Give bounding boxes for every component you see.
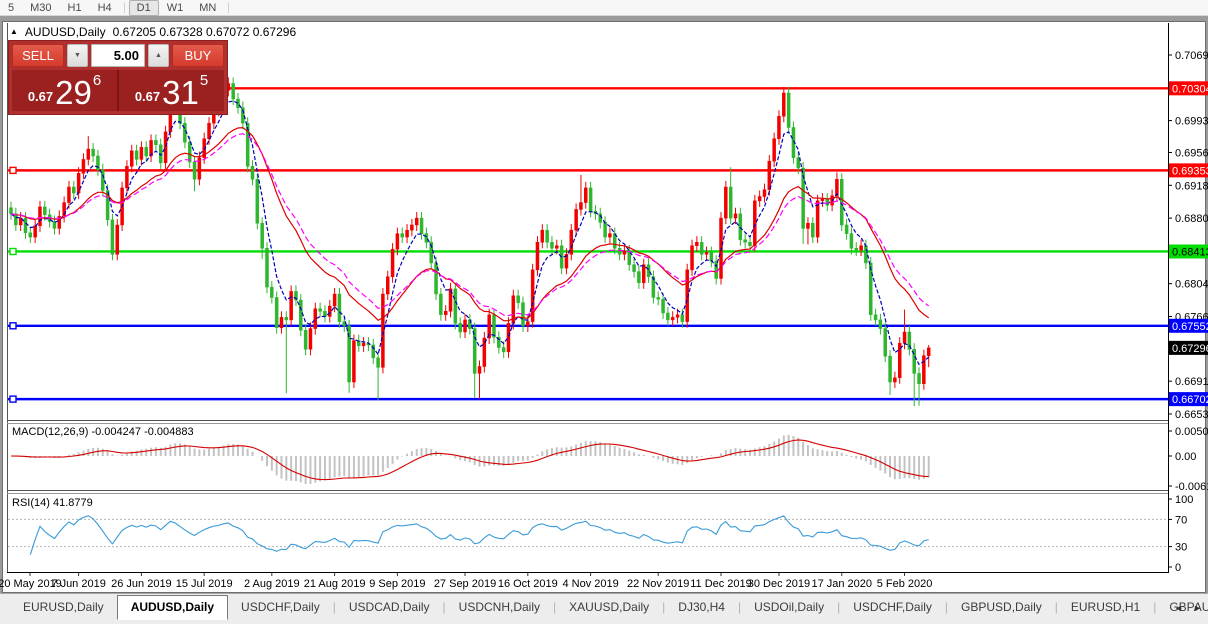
sell-price-prefix: 0.67 <box>27 89 54 104</box>
volume-input[interactable] <box>91 44 145 67</box>
tab-separator: | <box>944 600 949 614</box>
buy-price-prefix: 0.67 <box>134 89 161 104</box>
timeframe-button-5[interactable]: 5 <box>8 1 15 14</box>
sell-button[interactable]: SELL <box>12 44 64 67</box>
tab-separator: | <box>737 600 742 614</box>
tab-separator: | <box>662 600 666 614</box>
buy-button[interactable]: BUY <box>172 44 224 67</box>
chart-tab-usdcnh-daily[interactable]: USDCNH,Daily <box>458 600 541 614</box>
tab-scroll-left-icon[interactable]: ◄ <box>1174 603 1184 613</box>
timeframe-button-h4[interactable]: H4 <box>97 1 112 14</box>
chart-tab-gbpaud-h1[interactable]: GBPAUD,H1 <box>1169 600 1208 614</box>
chart-tab-eurusd-daily[interactable]: EURUSD,Daily <box>23 600 104 614</box>
tab-separator: | <box>332 600 336 614</box>
toolbar-separator <box>228 2 230 13</box>
chart-tab-usdoil-daily[interactable]: USDOil,Daily <box>754 600 825 614</box>
chart-tab-gbpusd-daily[interactable]: GBPUSD,Daily <box>961 600 1042 614</box>
volume-increase-icon[interactable]: ▲ <box>148 44 169 67</box>
one-click-trade-widget: SELL ▼ ▲ BUY 0.67 29 6 0.67 31 5 <box>8 40 228 115</box>
chart-tab-eurusd-h1[interactable]: EURUSD,H1 <box>1070 600 1141 614</box>
tab-separator: | <box>553 600 557 614</box>
chart-tab-dj30-h4[interactable]: DJ30,H4 <box>678 600 725 614</box>
chart-tab-usdchf-daily[interactable]: USDCHF,Daily <box>241 600 320 614</box>
chart-tab-bar: EURUSD,Daily AUDUSD,Daily USDCHF,Daily | USD… <box>0 593 1208 624</box>
chart-tab-xauusd-daily[interactable]: XAUUSD,Daily <box>569 600 650 614</box>
buy-price-display[interactable]: 0.67 31 5 <box>117 70 224 111</box>
chart-tab-usdchf-daily[interactable]: USDCHF,Daily <box>853 600 932 614</box>
buy-price-pip: 5 <box>199 72 209 89</box>
timeframe-button-m30[interactable]: M30 <box>30 1 52 14</box>
timeframe-button-h1[interactable]: H1 <box>67 1 82 14</box>
tab-scroll-right-icon[interactable]: ► <box>1193 603 1202 613</box>
timeframe-button-w1[interactable]: W1 <box>166 1 184 14</box>
timeframe-button-d1[interactable]: D1 <box>128 0 159 16</box>
tab-separator: | <box>1054 600 1058 614</box>
sell-price-pip: 6 <box>92 72 102 89</box>
chart-tab-usdcad-daily[interactable]: USDCAD,Daily <box>348 600 430 614</box>
timeframe-toolbar: 5 M30 H1 H4 D1 W1 MN <box>0 0 1208 16</box>
tab-separator: | <box>442 600 446 614</box>
sell-price-display[interactable]: 0.67 29 6 <box>12 70 117 111</box>
sell-price-main: 29 <box>55 74 92 111</box>
buy-price-main: 31 <box>162 74 199 111</box>
tab-separator: | <box>837 600 841 614</box>
timeframe-button-mn[interactable]: MN <box>199 1 217 14</box>
toolbar-separator <box>123 2 125 13</box>
volume-decrease-icon[interactable]: ▼ <box>67 44 88 67</box>
chart-tab-audusd-daily[interactable]: AUDUSD,Daily <box>116 595 229 620</box>
tab-separator: | <box>1153 600 1157 614</box>
